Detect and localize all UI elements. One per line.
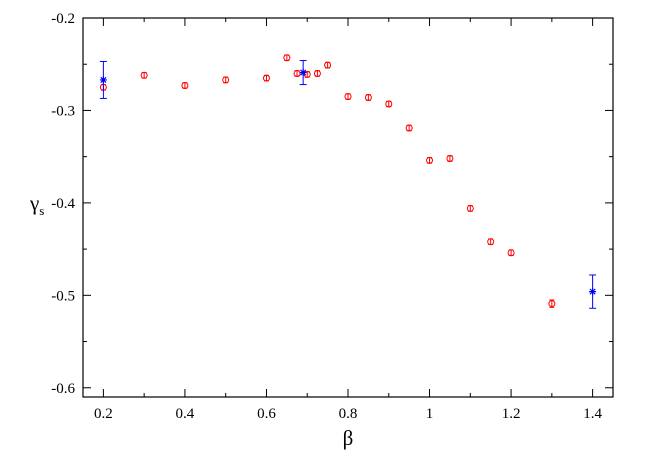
circle-point [140, 71, 148, 79]
point-marker [589, 288, 597, 296]
x-tick-label: 0.6 [257, 406, 276, 422]
circle-point [324, 61, 332, 69]
point-marker [446, 155, 454, 163]
y-tick-label: -0.6 [51, 381, 75, 397]
point-marker [324, 61, 332, 69]
y-axis-label: γs [29, 191, 44, 218]
point-marker [548, 300, 556, 308]
y-tick-label: -0.5 [51, 288, 75, 304]
point-marker [99, 76, 107, 84]
point-marker [313, 69, 321, 77]
circle-point [466, 204, 474, 212]
circle-point [364, 93, 372, 101]
point-marker [466, 204, 474, 212]
point-marker [283, 54, 291, 62]
point-marker [293, 69, 301, 77]
y-tick-label: -0.3 [51, 103, 75, 119]
x-tick-label: 1.2 [502, 406, 521, 422]
x-tick-label: 0.8 [339, 406, 358, 422]
circle-point [426, 156, 434, 164]
point-marker [364, 93, 372, 101]
series-1 [99, 54, 556, 308]
point-marker [405, 124, 413, 132]
point-marker [222, 76, 230, 84]
point-marker [299, 69, 307, 77]
circle-point [385, 100, 393, 108]
point-marker [385, 100, 393, 108]
x-axis-label: β [343, 426, 354, 450]
circle-point [313, 69, 321, 77]
asterisk-point [299, 60, 307, 86]
circle-point [222, 76, 230, 84]
y-tick-label: -0.4 [51, 196, 75, 212]
y-axis: -0.2 -0.3 -0.4 -0.5 -0.6 [51, 11, 613, 397]
asterisk-point [99, 60, 107, 99]
point-marker [426, 156, 434, 164]
plot-area [82, 17, 614, 398]
y-axis-label-main: γ [29, 191, 39, 215]
point-marker [140, 71, 148, 79]
y-axis-label-sub: s [39, 203, 44, 218]
point-marker [181, 81, 189, 89]
circle-point [283, 54, 291, 62]
series-2 [99, 60, 597, 309]
x-tick-label: 0.2 [94, 406, 113, 422]
point-marker [262, 74, 270, 82]
x-tick-label: 1.4 [583, 406, 602, 422]
circle-point [405, 124, 413, 132]
point-marker [344, 93, 352, 101]
asterisk-point [589, 274, 597, 309]
circle-point [262, 74, 270, 82]
circle-point [548, 299, 556, 308]
point-marker [507, 249, 515, 257]
x-tick-label: 1 [426, 406, 434, 422]
circle-point [181, 81, 189, 89]
x-axis: 0.2 0.4 0.6 0.8 1 1.2 1.4 [94, 18, 602, 422]
circle-point [487, 238, 495, 246]
point-marker [487, 238, 495, 246]
x-tick-label: 0.4 [176, 406, 195, 422]
circle-point [507, 249, 515, 257]
plot-frame [82, 17, 614, 398]
circle-point [446, 155, 454, 163]
y-tick-label: -0.2 [51, 11, 75, 27]
circle-point [293, 69, 301, 77]
circle-point [344, 93, 352, 101]
series-layer [99, 54, 597, 309]
